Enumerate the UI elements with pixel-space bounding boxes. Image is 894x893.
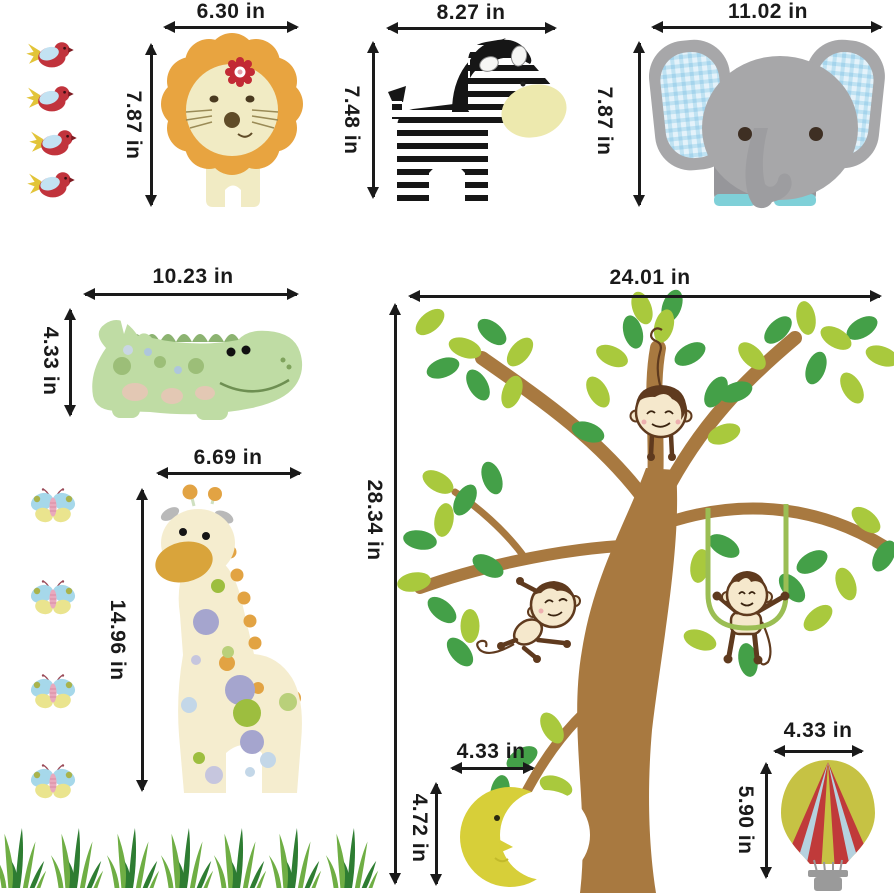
zebra-sticker xyxy=(388,38,567,204)
balloon-width-label: 4.33 in xyxy=(783,719,853,742)
moon-width-label: 4.33 in xyxy=(456,740,526,763)
crocodile-height-label: 4.33 in xyxy=(39,326,62,396)
giraffe-sticker xyxy=(155,484,302,793)
zebra-height-label: 7.48 in xyxy=(340,85,363,155)
monkey-on-swing xyxy=(705,504,790,666)
tree-sticker xyxy=(397,289,894,893)
moon-sticker xyxy=(460,787,590,887)
monkey-hanging-by-arm xyxy=(476,577,581,663)
butterfly-stickers xyxy=(30,488,76,802)
moon-height-arrow xyxy=(430,782,442,886)
lion-sticker xyxy=(161,33,303,207)
lion-width-label: 6.30 in xyxy=(196,0,266,23)
tree-leaves xyxy=(397,289,894,850)
giraffe-width-arrow xyxy=(156,467,302,479)
tree-height-arrow xyxy=(389,303,401,885)
elephant-width-arrow xyxy=(651,21,883,33)
elephant-height-label: 7.87 in xyxy=(593,86,616,156)
balloon-height-arrow xyxy=(760,762,772,879)
crocodile-width-label: 10.23 in xyxy=(152,265,234,288)
zebra-height-arrow xyxy=(367,41,379,199)
balloon-width-arrow xyxy=(773,745,864,757)
elephant-width-label: 11.02 in xyxy=(728,0,808,23)
elephant-sticker xyxy=(648,39,885,209)
monkey-hanging-by-tail xyxy=(629,327,693,461)
tree-width-arrow xyxy=(408,290,882,302)
crocodile-width-arrow xyxy=(83,288,299,300)
moon-width-arrow xyxy=(450,762,535,774)
giraffe-width-label: 6.69 in xyxy=(193,446,263,469)
giraffe-height-arrow xyxy=(136,488,148,792)
grass-stickers xyxy=(0,827,379,888)
zebra-width-arrow xyxy=(386,22,557,34)
balloon-height-label: 5.90 in xyxy=(734,785,757,855)
vine-swing xyxy=(705,504,789,631)
bird-stickers xyxy=(26,42,77,198)
lion-flower xyxy=(225,57,255,87)
lion-width-arrow xyxy=(163,21,299,33)
giraffe-height-label: 14.96 in xyxy=(106,599,129,681)
elephant-height-arrow xyxy=(633,41,645,207)
crocodile-sticker xyxy=(92,316,303,420)
crocodile-height-arrow xyxy=(64,308,76,417)
tree-height-label: 28.34 in xyxy=(363,479,386,561)
zebra-width-label: 8.27 in xyxy=(436,1,506,24)
lion-height-label: 7.87 in xyxy=(122,90,145,160)
hot-air-balloon-sticker xyxy=(781,760,875,891)
lion-height-arrow xyxy=(145,43,157,207)
tree-trunk xyxy=(577,468,678,893)
moon-height-label: 4.72 in xyxy=(408,793,431,863)
tree-width-label: 24.01 in xyxy=(609,266,691,289)
